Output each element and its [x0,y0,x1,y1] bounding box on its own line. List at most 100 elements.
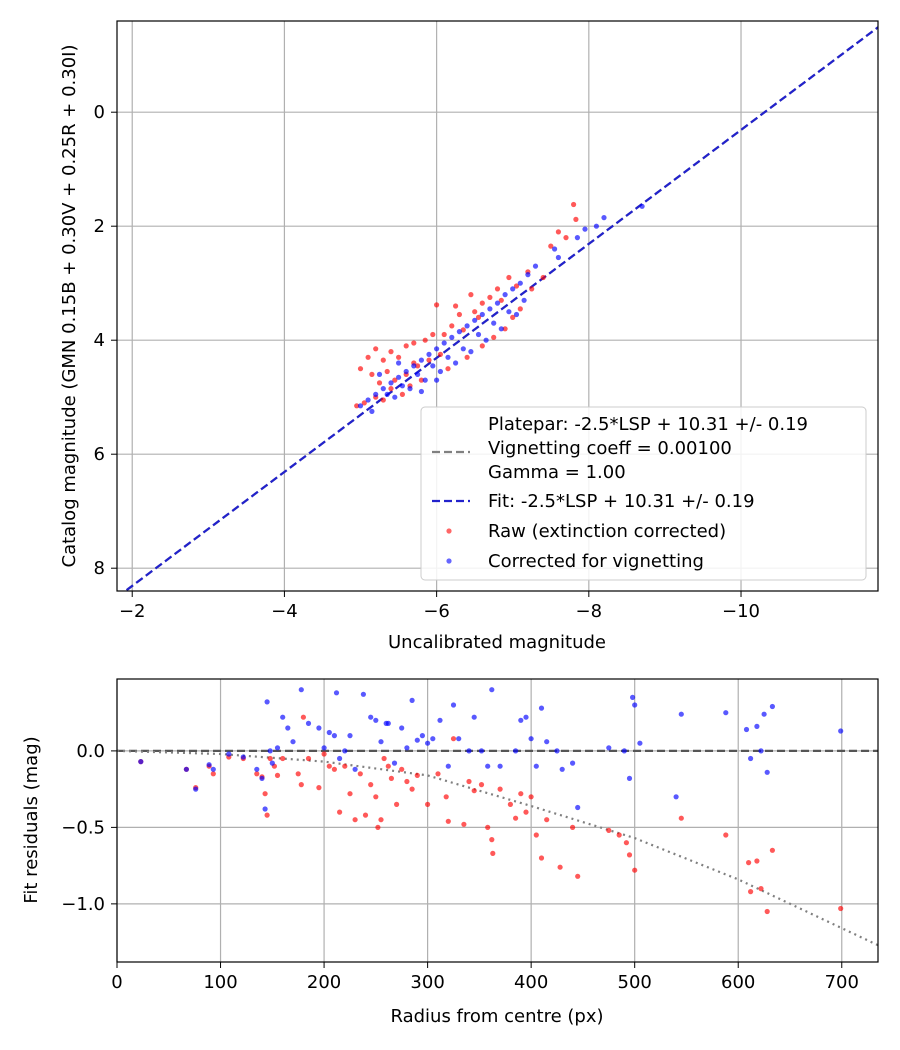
raw-point [316,785,322,791]
corrected-point [723,710,729,716]
corrected-point [262,806,268,812]
raw-point [373,346,379,352]
raw-point [267,755,273,762]
x-tick-label: −6 [423,601,450,622]
corrected-point [373,717,379,723]
legend: Platepar: -2.5*LSP + 10.31 +/- 0.19 Vign… [420,406,867,581]
raw-point [434,302,440,308]
corrected-point [414,737,420,743]
raw-point [388,349,394,355]
raw-point [305,755,312,762]
corrected-point [385,720,391,727]
x-tick-label: 400 [514,972,548,993]
raw-point [385,763,391,769]
corrected-point [506,309,512,315]
corrected-point [494,300,501,306]
corrected-point [425,740,431,746]
raw-point [632,867,638,873]
raw-point [369,371,375,377]
raw-point [517,306,523,312]
raw-point [347,791,353,797]
raw-point [384,368,390,375]
corrected-point [365,397,371,403]
bottom-xlabel: Radius from centre (px) [390,1006,603,1027]
raw-point [533,832,539,838]
corrected-point [555,254,562,261]
corrected-point [331,733,337,739]
corrected-point [582,226,588,232]
raw-point [262,791,268,797]
corrected-point [396,374,402,380]
bottom-grid [116,679,878,962]
raw-point [754,858,760,864]
raw-point [468,292,474,298]
corrected-point [399,383,405,389]
corrected-point [489,687,495,693]
corrected-point [639,203,645,209]
corrected-point [521,297,527,303]
corrected-point [491,320,497,326]
corrected-point [453,360,459,366]
corrected-point [376,371,383,377]
legend-entry-gamma: Gamma = 1.00 [488,462,626,483]
corrected-point [422,377,428,383]
corrected-point [626,775,633,782]
x-tick-label: 0 [111,972,122,993]
legend-entry-vignetting: Vignetting coeff = 0.00100 [488,438,732,459]
x-tick-label: 600 [721,972,755,993]
raw-point [472,309,478,315]
corrected-point [183,766,189,772]
raw-point [506,274,512,281]
raw-point [678,815,684,821]
raw-point [426,357,432,363]
raw-point [475,314,482,320]
corrected-point [430,736,436,742]
corrected-point [259,775,265,782]
raw-point [354,403,360,409]
raw-point [571,201,577,208]
raw-point [415,363,421,369]
corrected-point [419,733,425,739]
raw-point [380,357,386,363]
series-line-vignetting-model [117,749,878,947]
corrected-point [316,725,322,731]
corrected-point [360,691,366,697]
corrected-point [758,748,764,754]
corrected-point [513,748,519,754]
corrected-point [337,755,343,762]
corrected-point [342,748,348,754]
corrected-point [240,754,246,760]
bottom-lines [117,749,878,947]
corrected-point [673,794,679,800]
raw-point [570,824,576,831]
corrected-point [769,703,776,710]
raw-point [414,772,420,779]
corrected-point [392,394,398,400]
corrected-point [502,292,508,298]
raw-point [563,235,569,241]
raw-point [453,303,459,309]
corrected-point [274,745,281,751]
raw-point [497,786,503,792]
raw-point [378,817,384,823]
corrected-point [298,687,304,693]
raw-point [373,794,379,800]
corrected-point [570,760,576,766]
corrected-point [518,717,524,723]
corrected-point [269,760,275,766]
corrected-point [513,311,520,318]
raw-point [555,229,562,235]
raw-point [460,327,466,333]
corrected-point [468,349,474,355]
corrected-point [415,371,421,377]
corrected-point [437,717,443,723]
corrected-point [632,702,638,708]
corrected-point [280,714,286,720]
raw-point [456,311,462,318]
corrected-point [678,711,684,717]
corrected-point [378,739,384,745]
y-tick-label: −1.0 [61,894,105,915]
raw-point [435,771,441,777]
raw-point [365,354,371,360]
corrected-point [210,766,216,772]
